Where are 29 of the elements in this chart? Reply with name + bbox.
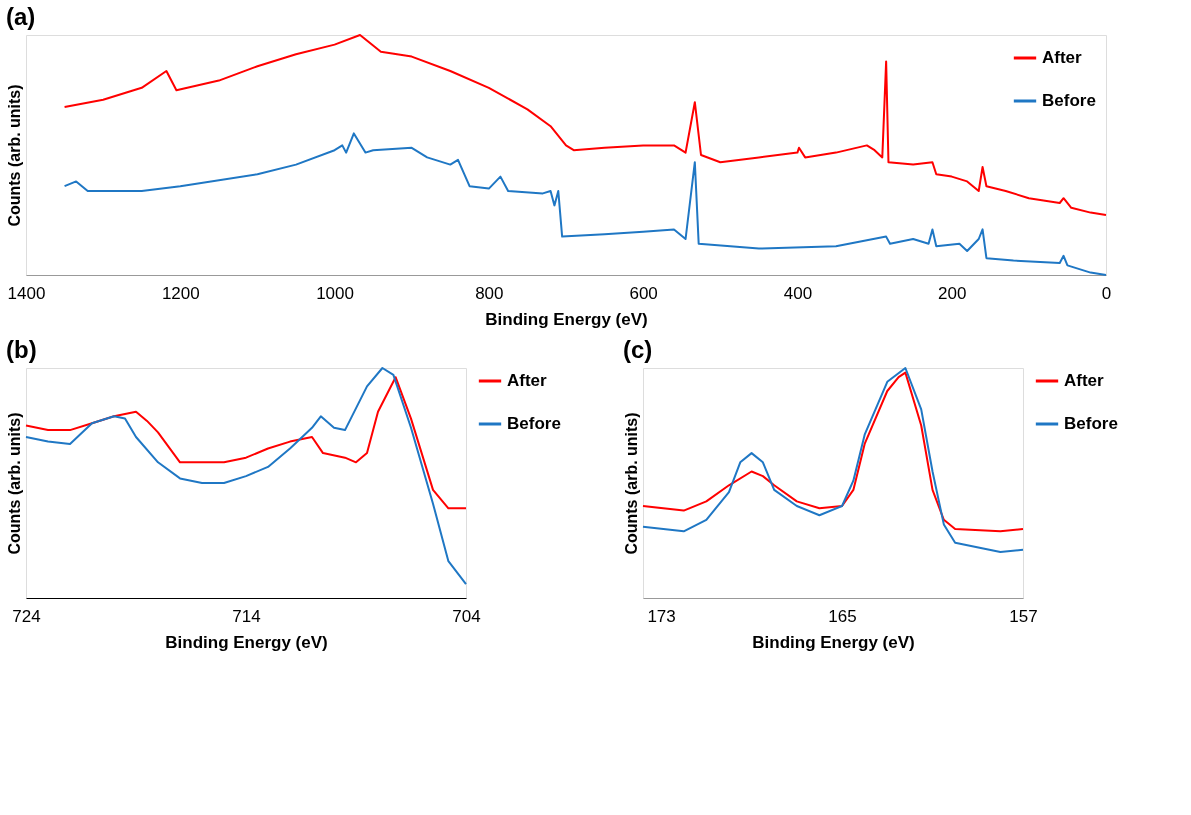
- x-tick-label: 157: [1009, 606, 1038, 626]
- x-tick-label: 1200: [161, 283, 200, 303]
- x-axis-title: Binding Energy (eV): [485, 309, 648, 329]
- legend-label: Before: [1064, 414, 1118, 433]
- x-tick-label: 600: [629, 283, 658, 303]
- x-tick-label: 173: [647, 606, 676, 626]
- chart-title: (a): [6, 3, 36, 30]
- x-tick-label: 165: [828, 606, 857, 626]
- legend-label: Before: [1042, 91, 1096, 110]
- x-axis-title: Binding Energy (eV): [165, 632, 328, 652]
- legend-label: Before: [507, 414, 561, 433]
- legend-label: After: [1064, 371, 1105, 390]
- x-tick-label: 704: [452, 606, 481, 626]
- x-tick-label: 1000: [316, 283, 354, 303]
- y-axis-title: Counts (arb. units): [622, 412, 640, 555]
- x-tick-label: 800: [475, 283, 504, 303]
- x-tick-label: 200: [938, 283, 967, 303]
- chart-title: (b): [6, 336, 37, 363]
- x-axis-title: Binding Energy (eV): [752, 632, 915, 652]
- legend-label: After: [507, 371, 548, 390]
- x-tick-label: 1400: [7, 283, 46, 303]
- x-tick-label: 714: [232, 606, 261, 626]
- x-tick-label: 0: [1101, 283, 1112, 303]
- y-axis-title: Counts (arb. units): [5, 412, 23, 555]
- chart-title: (c): [623, 336, 653, 363]
- x-tick-label: 724: [12, 606, 41, 626]
- x-tick-label: 400: [783, 283, 813, 303]
- y-axis-title: Counts (arb. units): [5, 84, 23, 227]
- legend-label: After: [1042, 48, 1083, 67]
